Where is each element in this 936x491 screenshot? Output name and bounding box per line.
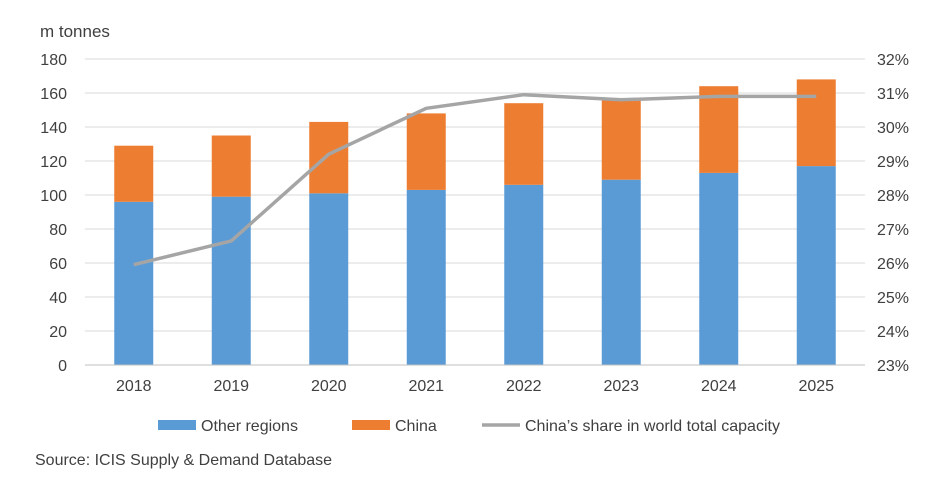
share-line — [133, 92, 817, 267]
bar-other-regions — [309, 193, 349, 365]
bar-china — [601, 99, 641, 180]
bar-china — [504, 103, 544, 185]
bar-other-regions — [699, 172, 739, 365]
x-tick-label: 2022 — [506, 378, 542, 395]
bar-china — [211, 135, 251, 197]
bar-china — [114, 145, 154, 202]
y-left-tick-label: 120 — [40, 154, 67, 171]
x-tick-label: 2019 — [213, 378, 249, 395]
legend-swatch-china — [352, 420, 390, 430]
bar-china — [309, 121, 349, 194]
legend-label-other-regions: Other regions — [201, 418, 298, 435]
source-note: Source: ICIS Supply & Demand Database — [35, 452, 332, 469]
y-left-tick-label: 180 — [40, 52, 67, 69]
bar-other-regions — [601, 179, 641, 365]
y-left-tick-label: 100 — [40, 188, 67, 205]
y-left-tick-label: 20 — [49, 324, 67, 341]
bar-china — [796, 79, 836, 167]
bars — [114, 79, 836, 365]
y-left-tick-label: 160 — [40, 86, 67, 103]
x-tick-label: 2024 — [701, 378, 737, 395]
y-right-tick-label: 24% — [877, 324, 909, 341]
y-right-tick-label: 27% — [877, 222, 909, 239]
y-left-tick-label: 60 — [49, 256, 67, 273]
bar-other-regions — [796, 166, 836, 365]
x-tick-label: 2020 — [311, 378, 347, 395]
bar-other-regions — [211, 196, 251, 365]
y-left-tick-label: 80 — [49, 222, 67, 239]
y-left-tick-label: 40 — [49, 290, 67, 307]
y-right-tick-label: 31% — [877, 86, 909, 103]
legend: Other regions China China’s share in world… — [158, 418, 780, 435]
axes: 0 20 40 60 80 100 120 140 160 180 23% 24% 25% 26% 27% 2… — [40, 52, 909, 395]
x-tick-label: 2025 — [798, 378, 834, 395]
y-axis-unit-label: m tonnes — [40, 22, 110, 41]
y-right-tick-label: 32% — [877, 52, 909, 69]
y-left-tick-label: 0 — [58, 358, 67, 375]
y-right-tick-label: 30% — [877, 120, 909, 137]
bar-other-regions — [504, 184, 544, 365]
y-right-tick-label: 28% — [877, 188, 909, 205]
x-tick-label: 2023 — [603, 378, 639, 395]
x-tick-label: 2018 — [116, 378, 152, 395]
share-line-path — [133, 92, 817, 267]
y-right-tick-label: 29% — [877, 154, 909, 171]
y-right-tick-label: 25% — [877, 290, 909, 307]
y-right-tick-label: 23% — [877, 358, 909, 375]
legend-label-china: China — [395, 418, 437, 435]
bar-other-regions — [114, 201, 154, 365]
bar-other-regions — [406, 189, 446, 365]
x-tick-label: 2021 — [408, 378, 444, 395]
y-left-tick-label: 140 — [40, 120, 67, 137]
bar-china — [406, 113, 446, 190]
y-right-tick-label: 26% — [877, 256, 909, 273]
legend-label-china-s-share-in-world-total-capacity: China’s share in world total capacity — [525, 418, 780, 435]
bar-china — [699, 86, 739, 173]
legend-swatch-other-regions — [158, 420, 196, 430]
